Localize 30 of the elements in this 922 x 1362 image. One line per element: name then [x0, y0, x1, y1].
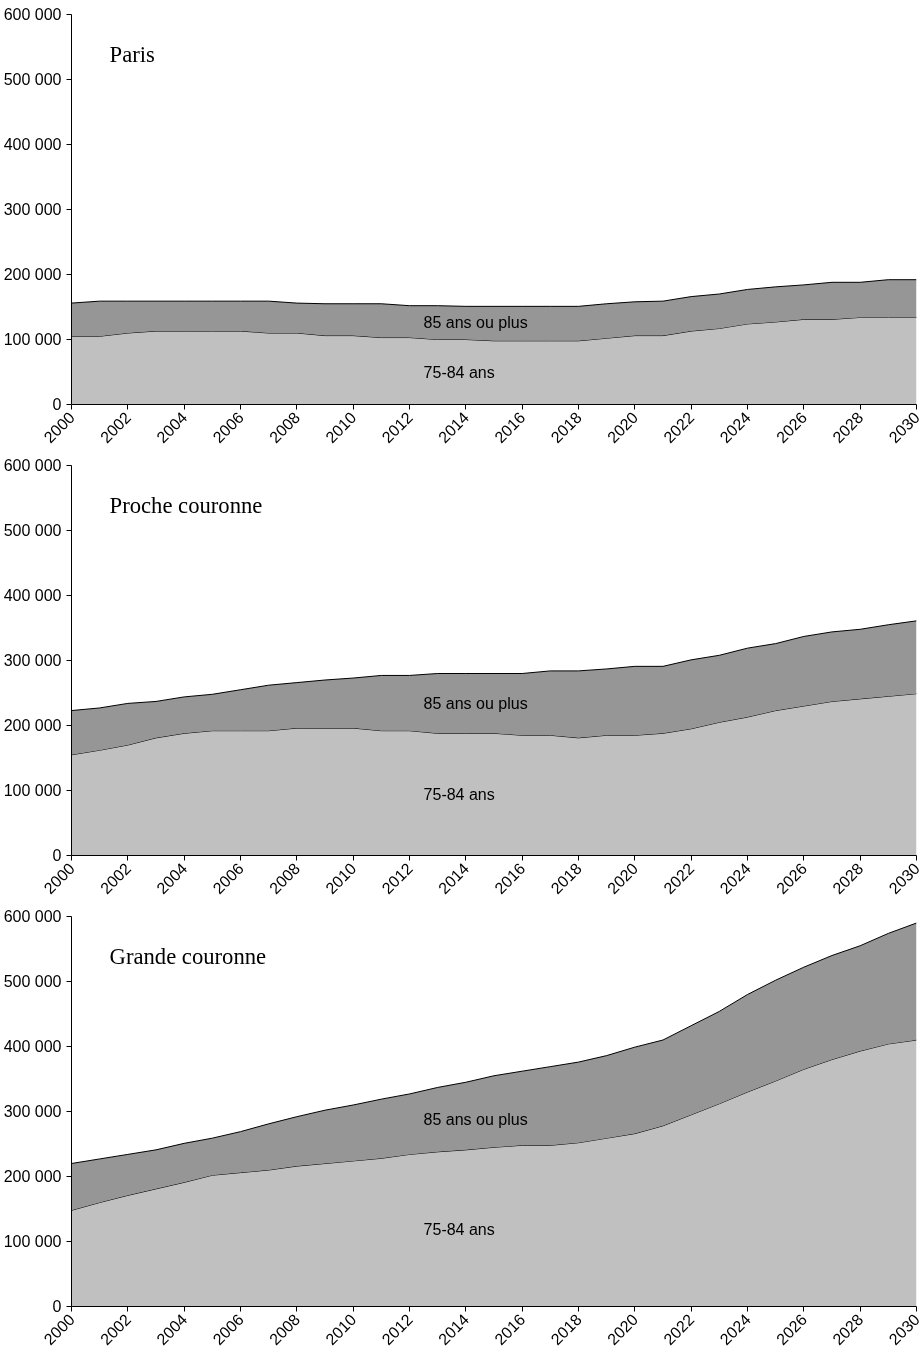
series-label: 75-84 ans [423, 363, 495, 381]
series-label: 75-84 ans [423, 1220, 495, 1238]
y-tick-label: 600 000 [3, 457, 62, 474]
y-tick-label: 600 000 [3, 6, 62, 23]
y-tick-label: 500 000 [3, 522, 62, 539]
y-tick-label: 300 000 [3, 652, 62, 669]
y-tick-label: 0 [52, 396, 62, 413]
y-tick-label: 100 000 [3, 782, 62, 799]
y-tick-label: 200 000 [3, 717, 62, 734]
y-tick-label: 0 [52, 1298, 62, 1315]
series-label: 85 ans ou plus [423, 694, 528, 712]
y-tick-label: 500 000 [3, 71, 62, 88]
y-tick-label: 400 000 [3, 136, 62, 153]
text: Proche couronne [109, 492, 263, 518]
y-tick-label: 400 000 [3, 1038, 62, 1055]
y-tick-label: 100 000 [3, 1233, 62, 1250]
y-tick-label: 400 000 [3, 587, 62, 604]
y-tick-label: 300 000 [3, 201, 62, 218]
text: Paris [109, 41, 155, 67]
text: Grande couronne [109, 943, 267, 969]
y-tick-label: 500 000 [3, 973, 62, 990]
series-label: 85 ans ou plus [423, 1111, 528, 1129]
y-tick-label: 200 000 [3, 1168, 62, 1185]
y-tick-label: 300 000 [3, 1103, 62, 1120]
series-label: 85 ans ou plus [423, 314, 528, 332]
y-tick-label: 0 [52, 847, 62, 864]
series-label: 75-84 ans [423, 785, 495, 803]
y-tick-label: 100 000 [3, 331, 62, 348]
y-tick-label: 600 000 [3, 908, 62, 925]
y-tick-label: 200 000 [3, 266, 62, 283]
